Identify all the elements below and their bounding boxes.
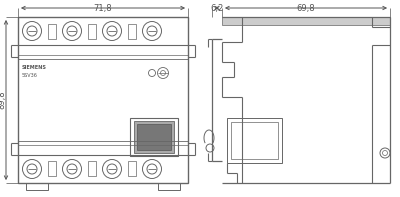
Text: SIEMENS: SIEMENS bbox=[22, 65, 47, 70]
Text: 89,8: 89,8 bbox=[0, 91, 6, 109]
Bar bbox=[130, 118, 178, 156]
Bar bbox=[88, 161, 96, 176]
Bar bbox=[128, 24, 136, 39]
Bar bbox=[88, 24, 96, 39]
Bar bbox=[227, 118, 282, 163]
Bar bbox=[18, 17, 188, 183]
Text: 69,8: 69,8 bbox=[297, 4, 315, 12]
Bar bbox=[26, 183, 48, 190]
Bar bbox=[222, 17, 390, 25]
Text: 5SV36: 5SV36 bbox=[22, 73, 38, 78]
Bar bbox=[128, 161, 136, 176]
Text: 6,2: 6,2 bbox=[210, 4, 224, 12]
Bar bbox=[48, 24, 56, 39]
Bar bbox=[231, 122, 278, 159]
Bar bbox=[48, 161, 56, 176]
Bar bbox=[134, 121, 174, 153]
Text: 71,8: 71,8 bbox=[94, 4, 112, 12]
Bar bbox=[158, 183, 180, 190]
Bar bbox=[137, 124, 171, 150]
